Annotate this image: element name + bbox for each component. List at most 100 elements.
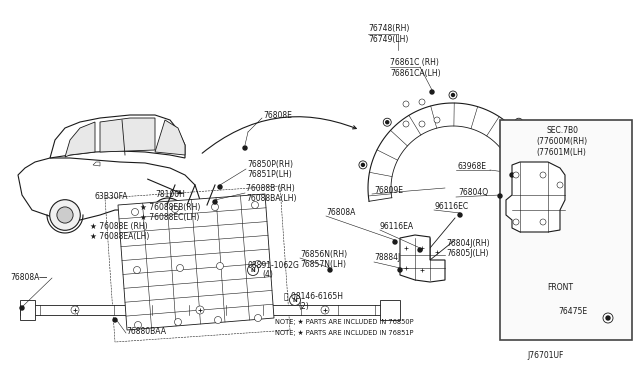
Circle shape: [248, 264, 259, 276]
Circle shape: [172, 205, 179, 212]
Circle shape: [321, 306, 329, 314]
Circle shape: [498, 194, 502, 198]
Text: 76861C (RH): 76861C (RH): [390, 58, 439, 67]
Circle shape: [359, 161, 367, 169]
Polygon shape: [18, 158, 200, 220]
Circle shape: [213, 200, 217, 204]
Text: N: N: [292, 298, 298, 302]
Text: (77601M(LH): (77601M(LH): [536, 148, 586, 157]
Circle shape: [458, 213, 462, 217]
Circle shape: [419, 99, 425, 105]
Circle shape: [113, 318, 117, 322]
Text: ★ 76088EA(LH): ★ 76088EA(LH): [90, 231, 149, 241]
Circle shape: [539, 161, 547, 169]
Polygon shape: [93, 162, 100, 166]
Text: 63B30FA: 63B30FA: [94, 192, 127, 201]
Circle shape: [603, 313, 613, 323]
Circle shape: [403, 101, 409, 107]
Circle shape: [71, 306, 79, 314]
Circle shape: [513, 172, 519, 178]
Text: 76850P(RH): 76850P(RH): [247, 160, 293, 169]
Circle shape: [557, 182, 563, 188]
Text: 76748(RH): 76748(RH): [368, 23, 410, 32]
Circle shape: [255, 260, 262, 267]
Circle shape: [430, 90, 434, 94]
Text: 63968E: 63968E: [458, 161, 487, 170]
Circle shape: [541, 163, 545, 166]
Polygon shape: [100, 118, 155, 152]
Circle shape: [151, 198, 185, 232]
Circle shape: [540, 172, 546, 178]
Circle shape: [383, 118, 391, 126]
Text: Ⓝ 08146-6165H: Ⓝ 08146-6165H: [284, 292, 343, 301]
Text: 76088BA(LH): 76088BA(LH): [246, 193, 296, 202]
Circle shape: [418, 248, 422, 252]
Circle shape: [196, 306, 204, 314]
Text: ★ 76088EC(LH): ★ 76088EC(LH): [140, 212, 200, 221]
Polygon shape: [380, 300, 400, 320]
Text: FRONT: FRONT: [547, 282, 573, 292]
Text: NOTE; ★ PARTS ARE INCLUDED IN 76850P: NOTE; ★ PARTS ARE INCLUDED IN 76850P: [275, 319, 413, 325]
Circle shape: [449, 91, 457, 99]
Text: ★ 76088E (RH): ★ 76088E (RH): [90, 221, 148, 231]
Polygon shape: [118, 194, 274, 330]
Circle shape: [434, 117, 440, 123]
Polygon shape: [50, 115, 185, 158]
Text: 76857N(LH): 76857N(LH): [300, 260, 346, 269]
Circle shape: [255, 314, 262, 321]
Circle shape: [177, 264, 184, 272]
Text: (77600M(RH): (77600M(RH): [536, 137, 587, 145]
Circle shape: [50, 200, 80, 230]
Text: 76808E: 76808E: [263, 110, 292, 119]
Circle shape: [243, 146, 247, 150]
Circle shape: [606, 314, 610, 318]
Text: 96116EA: 96116EA: [380, 221, 414, 231]
Circle shape: [510, 173, 514, 177]
Circle shape: [216, 263, 223, 269]
Circle shape: [393, 240, 397, 244]
Text: 76749(LH): 76749(LH): [368, 35, 408, 44]
Text: (2): (2): [298, 301, 308, 311]
Circle shape: [57, 207, 73, 223]
Circle shape: [252, 202, 259, 208]
Circle shape: [540, 219, 546, 225]
Circle shape: [289, 295, 301, 305]
Text: 96116EC: 96116EC: [435, 202, 469, 211]
Circle shape: [131, 208, 138, 215]
Text: 76088B (RH): 76088B (RH): [246, 183, 295, 192]
Circle shape: [175, 318, 182, 326]
Text: ★ 76088EB(RH): ★ 76088EB(RH): [140, 202, 200, 212]
Text: 76804J(RH): 76804J(RH): [446, 238, 490, 247]
Text: 78100H: 78100H: [155, 189, 185, 199]
Circle shape: [398, 268, 402, 272]
Circle shape: [606, 316, 610, 320]
Circle shape: [403, 121, 409, 127]
Circle shape: [515, 118, 523, 126]
Circle shape: [517, 121, 520, 124]
Circle shape: [386, 121, 388, 124]
Polygon shape: [506, 162, 565, 232]
Circle shape: [20, 306, 24, 310]
Circle shape: [362, 163, 364, 166]
Polygon shape: [400, 235, 445, 282]
Text: J76701UF: J76701UF: [527, 350, 563, 359]
Text: 76851P(LH): 76851P(LH): [247, 170, 292, 179]
Text: 76880BAA: 76880BAA: [126, 327, 166, 336]
Text: SEC.7B0: SEC.7B0: [547, 125, 579, 135]
Text: (4): (4): [262, 270, 273, 279]
Circle shape: [211, 203, 218, 211]
Text: 78884J: 78884J: [374, 253, 400, 263]
Circle shape: [160, 207, 176, 223]
Text: 76808A: 76808A: [326, 208, 355, 217]
Polygon shape: [65, 122, 95, 157]
Text: 76861CA(LH): 76861CA(LH): [390, 68, 440, 77]
Bar: [500, 120, 632, 340]
Polygon shape: [155, 120, 185, 155]
Polygon shape: [20, 305, 395, 315]
Circle shape: [134, 266, 141, 273]
Text: 76475E: 76475E: [558, 308, 587, 317]
Text: 76856N(RH): 76856N(RH): [300, 250, 347, 259]
Circle shape: [451, 93, 454, 96]
Text: NOTE; ★ PARTS ARE INCLUDED IN 76851P: NOTE; ★ PARTS ARE INCLUDED IN 76851P: [275, 330, 413, 336]
Polygon shape: [20, 300, 35, 320]
